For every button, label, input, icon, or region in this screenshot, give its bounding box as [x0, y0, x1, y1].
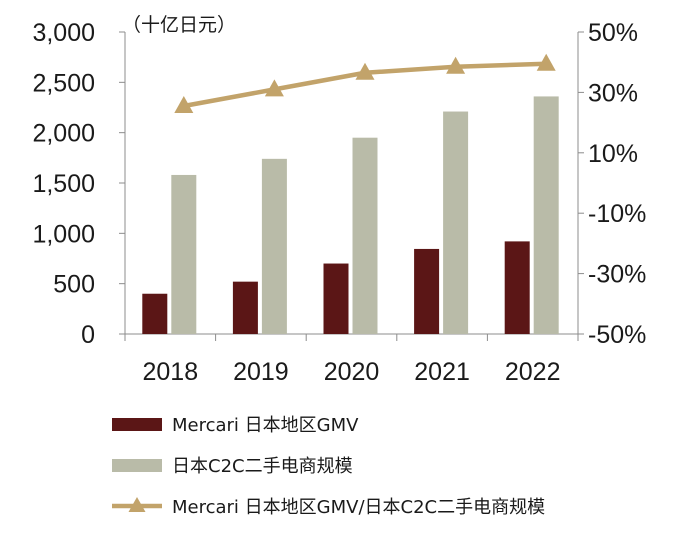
bar-mercari-gmv: [504, 241, 530, 334]
bar-mercari-gmv: [142, 293, 168, 334]
right-tick-label: -10%: [588, 200, 646, 228]
bar-c2c-market: [443, 111, 469, 334]
legend-swatch-mercari-gmv: [112, 418, 162, 431]
right-tick-label: 10%: [588, 140, 638, 168]
right-tick-label: -30%: [588, 261, 646, 289]
left-tick-label: 2,000: [32, 120, 95, 148]
left-tick-label: 2,500: [32, 69, 95, 97]
left-tick-label: 1,500: [32, 170, 95, 198]
ratio-point-marker: [355, 62, 375, 80]
x-tick-label: 2021: [414, 358, 470, 386]
left-tick-label: 0: [81, 321, 95, 349]
legend-swatch-c2c-market: [112, 459, 162, 472]
x-tick-label: 2020: [324, 358, 380, 386]
unit-label: （十亿日元）: [122, 14, 236, 36]
bar-mercari-gmv: [323, 263, 349, 334]
x-tick-label: 2022: [505, 358, 561, 386]
left-tick-label: 500: [53, 271, 95, 299]
legend-label: Mercari 日本地区GMV/日本C2C二手电商规模: [172, 497, 545, 518]
ratio-point-marker: [446, 56, 466, 74]
left-tick-label: 1,000: [32, 220, 95, 248]
x-tick-label: 2019: [233, 358, 289, 386]
right-tick-label: -50%: [588, 321, 646, 349]
legend-swatch-ratio-marker: [128, 497, 146, 512]
left-tick-label: 3,000: [32, 19, 95, 47]
legend-label: Mercari 日本地区GMV: [172, 415, 359, 436]
right-tick-label: 50%: [588, 19, 638, 47]
x-tick-label: 2018: [142, 358, 198, 386]
bar-mercari-gmv: [232, 281, 258, 334]
right-tick-label: 30%: [588, 79, 638, 107]
ratio-point-marker: [536, 53, 556, 71]
legend-label: 日本C2C二手电商规模: [172, 456, 353, 477]
legend: Mercari 日本地区GMV 日本C2C二手电商规模 Mercari 日本地区GM…: [112, 415, 545, 518]
plot-area: 0 500 1,000 1,500 2,000 2,500 3,000 -50% -30% -10…: [32, 19, 646, 386]
ratio-point-marker: [174, 95, 194, 113]
bar-c2c-market: [533, 96, 559, 334]
ratio-point-marker: [264, 79, 284, 97]
bar-c2c-market: [261, 158, 287, 334]
bar-mercari-gmv: [414, 248, 440, 334]
bar-c2c-market: [171, 174, 197, 334]
bar-c2c-market: [352, 137, 378, 334]
